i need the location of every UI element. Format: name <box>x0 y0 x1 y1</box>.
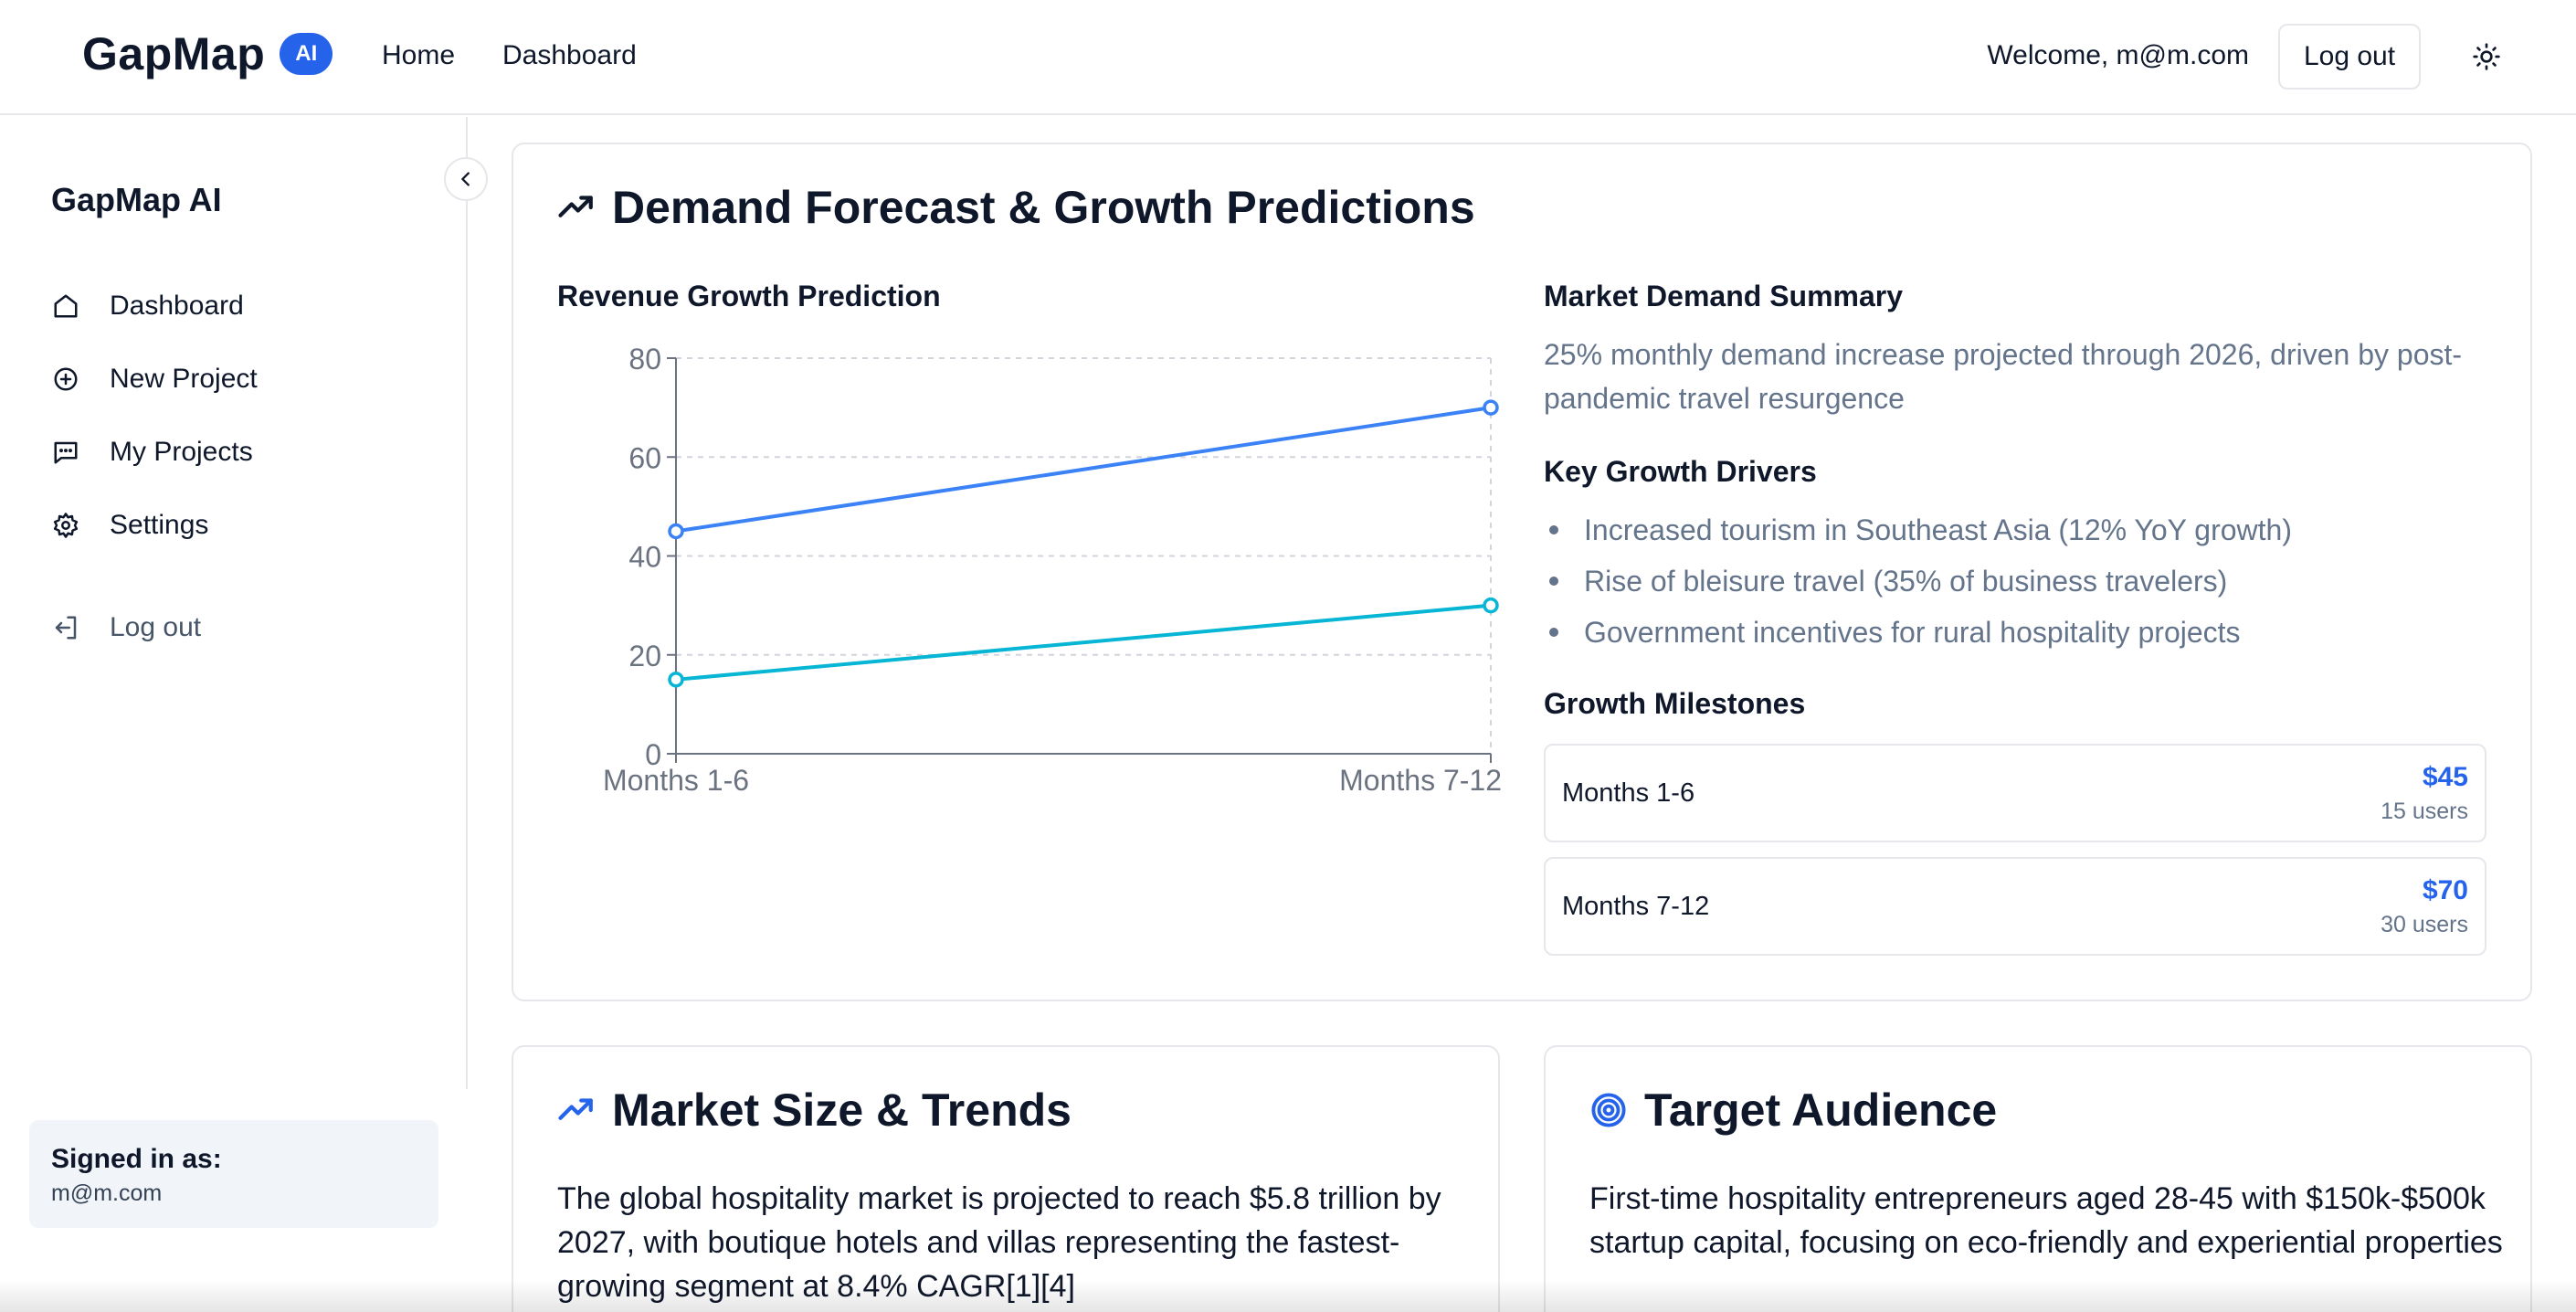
sidebar-item-settings[interactable]: Settings <box>51 510 208 541</box>
brand-logo[interactable]: GapMap AI <box>82 27 333 80</box>
list-item: Government incentives for rural hospital… <box>1544 607 2292 658</box>
list-item: Increased tourism in Southeast Asia (12%… <box>1544 504 2292 555</box>
sidebar-item-new-project[interactable]: New Project <box>51 364 258 395</box>
data-point <box>1483 399 1499 416</box>
milestone-users: 30 users <box>2381 912 2468 937</box>
trending-up-icon <box>557 188 596 227</box>
sidebar-title: GapMap AI <box>51 181 222 218</box>
milestone-value: $45 <box>2422 762 2468 792</box>
sidebar-logout-label: Log out <box>110 612 202 642</box>
x-tick-label: Months 1-6 <box>603 764 749 797</box>
y-tick-label: 40 <box>628 541 661 574</box>
milestone-users: 15 users <box>2381 799 2468 824</box>
message-square-icon <box>51 438 80 467</box>
forecast-title: Demand Forecast & Growth Predictions <box>557 181 1475 234</box>
audience-card <box>1544 1045 2532 1312</box>
signed-in-panel: Signed in as: m@m.com <box>29 1120 438 1228</box>
audience-title-text: Target Audience <box>1644 1085 1998 1136</box>
y-tick-label: 80 <box>628 343 661 376</box>
sidebar: GapMap AI Dashboard New Project My Proje… <box>0 117 468 1228</box>
signed-in-label: Signed in as: <box>51 1144 222 1174</box>
revenue-growth-chart: 0 20 40 60 80 Months 1-6 Months 7-12 <box>603 343 1502 797</box>
milestone-label: Months 1-6 <box>1562 778 1695 808</box>
milestone-card: Months 7-12 $70 30 users <box>1544 857 2486 956</box>
signed-in-email: m@m.com <box>51 1180 163 1206</box>
brand-name: GapMap <box>82 28 266 79</box>
sidebar-collapse-button[interactable] <box>444 157 488 201</box>
chart-title: Revenue Growth Prediction <box>557 280 941 312</box>
series-line-2 <box>675 603 1492 682</box>
series-line-1 <box>675 406 1492 534</box>
x-tick-label: Months 7-12 <box>1339 764 1502 797</box>
market-text: The global hospitality market is project… <box>557 1181 1441 1304</box>
brand-badge: AI <box>280 33 333 75</box>
drivers-list: Increased tourism in Southeast Asia (12%… <box>1544 504 2292 658</box>
y-tick-label: 0 <box>645 738 661 771</box>
data-point <box>1483 597 1499 614</box>
log-out-icon <box>51 613 80 642</box>
audience-text: First-time hospitality entrepreneurs age… <box>1589 1181 2503 1260</box>
theme-toggle-button[interactable] <box>2468 38 2505 75</box>
sidebar-item-label: My Projects <box>110 437 253 467</box>
milestones-title: Growth Milestones <box>1544 687 1806 720</box>
data-point <box>668 672 684 688</box>
milestone-label: Months 7-12 <box>1562 892 1710 921</box>
gear-icon <box>51 511 80 540</box>
forecast-title-text: Demand Forecast & Growth Predictions <box>612 182 1475 233</box>
market-card <box>512 1045 1500 1312</box>
market-title: Market Size & Trends <box>557 1084 1072 1137</box>
sidebar-logout-button[interactable]: Log out <box>51 612 201 643</box>
data-point <box>668 523 684 540</box>
sidebar-item-label: New Project <box>110 364 258 394</box>
welcome-text: Welcome, m@m.com <box>1987 40 2249 70</box>
summary-title: Market Demand Summary <box>1544 280 1904 312</box>
trending-up-icon <box>557 1091 596 1129</box>
sidebar-item-dashboard[interactable]: Dashboard <box>51 291 244 322</box>
sidebar-item-label: Settings <box>110 510 209 540</box>
chart-series <box>668 399 1499 688</box>
chart-grid <box>676 357 1492 754</box>
target-icon <box>1589 1091 1628 1129</box>
chart-axes <box>667 357 1492 763</box>
y-tick-label: 20 <box>628 640 661 672</box>
chart-labels: 0 20 40 60 80 Months 1-6 Months 7-12 <box>603 343 1502 797</box>
milestone-value: $70 <box>2422 875 2468 905</box>
chevron-left-icon <box>461 172 470 186</box>
drivers-title: Key Growth Drivers <box>1544 455 1817 488</box>
audience-title: Target Audience <box>1589 1084 1997 1137</box>
nav-home-link[interactable]: Home <box>382 40 456 70</box>
bottom-shadow <box>0 1279 2576 1312</box>
sun-icon <box>2473 43 2500 70</box>
home-icon <box>51 291 80 321</box>
plus-circle-icon <box>51 365 80 394</box>
y-tick-label: 60 <box>628 441 661 474</box>
summary-text: 25% monthly demand increase projected th… <box>1544 338 2463 415</box>
top-header: GapMap AI Home Dashboard Welcome, m@m.co… <box>0 0 2576 115</box>
milestone-card: Months 1-6 $45 15 users <box>1544 744 2486 842</box>
market-title-text: Market Size & Trends <box>612 1085 1072 1136</box>
header-logout-button[interactable]: Log out <box>2278 24 2421 90</box>
nav-dashboard-link[interactable]: Dashboard <box>502 40 637 70</box>
list-item: Rise of bleisure travel (35% of business… <box>1544 555 2292 607</box>
sidebar-item-my-projects[interactable]: My Projects <box>51 437 253 468</box>
sidebar-item-label: Dashboard <box>110 291 244 321</box>
